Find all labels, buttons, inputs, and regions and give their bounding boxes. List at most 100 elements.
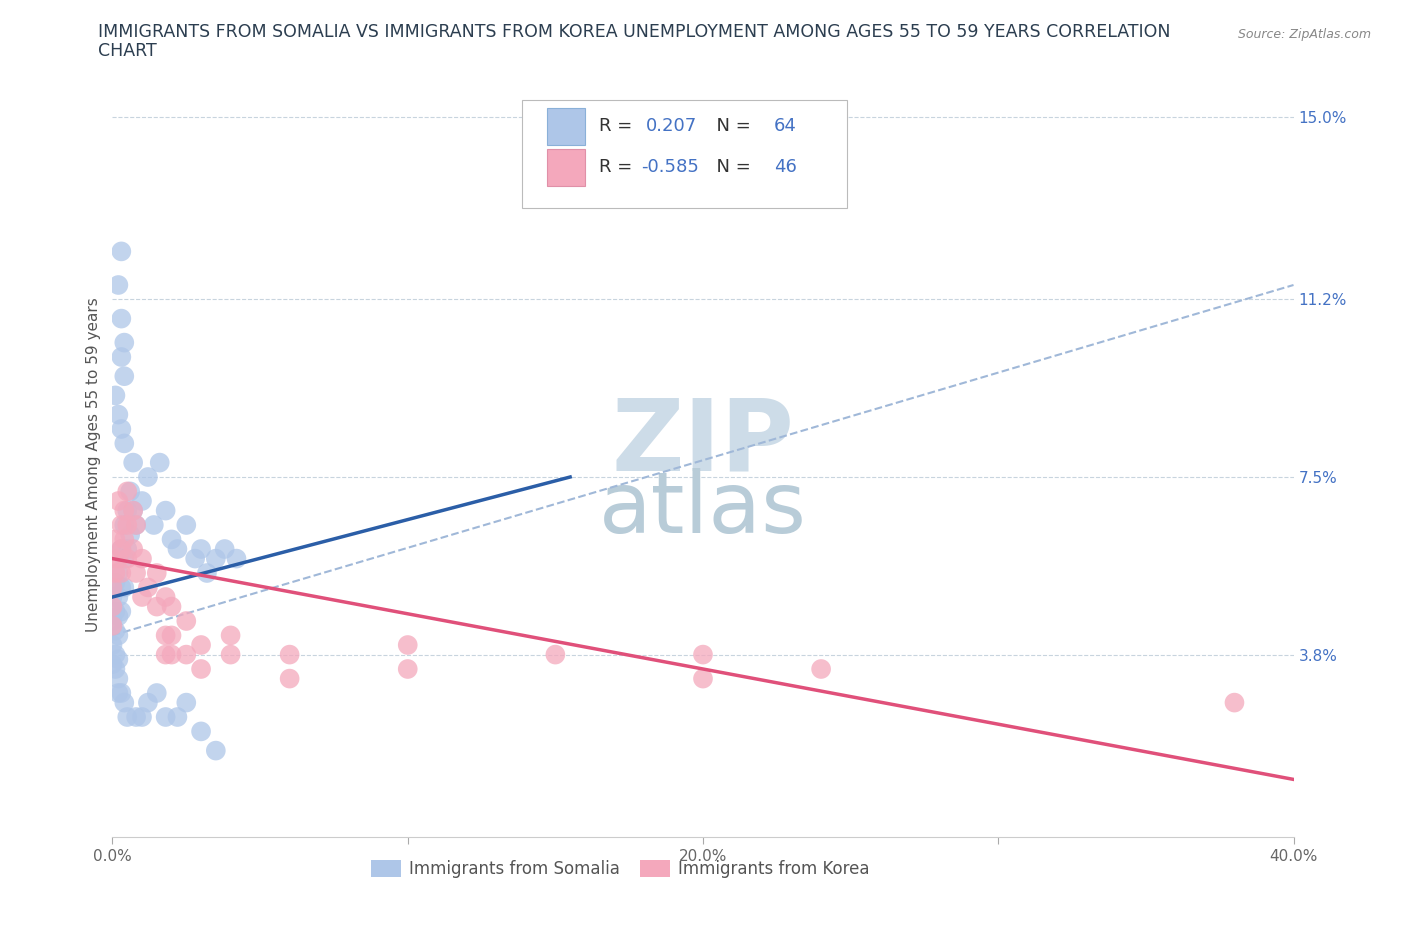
- Point: [107, 565, 129, 580]
- Point: [112, 695, 135, 710]
- Point: [219, 647, 242, 662]
- Point: [110, 580, 132, 595]
- Text: 64: 64: [773, 117, 797, 136]
- Point: [110, 350, 132, 365]
- Point: [160, 599, 183, 614]
- Point: [112, 551, 135, 566]
- Point: [125, 710, 148, 724]
- Point: [205, 551, 228, 566]
- Point: [107, 407, 129, 422]
- Point: [146, 685, 169, 700]
- Point: [104, 604, 127, 618]
- Point: [125, 518, 148, 533]
- Point: [112, 335, 135, 350]
- Point: [149, 455, 172, 470]
- Point: [112, 518, 135, 533]
- Point: [125, 518, 148, 533]
- Point: [110, 244, 132, 259]
- Point: [1223, 695, 1246, 710]
- Point: [160, 647, 183, 662]
- Point: [107, 628, 129, 643]
- Text: IMMIGRANTS FROM SOMALIA VS IMMIGRANTS FROM KOREA UNEMPLOYMENT AMONG AGES 55 TO 5: IMMIGRANTS FROM SOMALIA VS IMMIGRANTS FR…: [98, 23, 1171, 41]
- Point: [544, 647, 567, 662]
- Point: [125, 565, 148, 580]
- Point: [101, 551, 124, 566]
- Point: [136, 580, 159, 595]
- Point: [131, 494, 153, 509]
- Text: CHART: CHART: [98, 42, 157, 60]
- Point: [166, 710, 188, 724]
- Point: [101, 618, 124, 633]
- Point: [142, 518, 165, 533]
- Point: [110, 565, 132, 580]
- Point: [101, 580, 124, 595]
- Point: [104, 575, 127, 590]
- Legend: Immigrants from Somalia, Immigrants from Korea: Immigrants from Somalia, Immigrants from…: [364, 853, 876, 884]
- Point: [122, 455, 145, 470]
- Point: [155, 628, 177, 643]
- FancyBboxPatch shape: [547, 108, 585, 145]
- Point: [278, 647, 301, 662]
- Point: [117, 541, 138, 556]
- Point: [160, 628, 183, 643]
- Point: [160, 532, 183, 547]
- Text: N =: N =: [706, 158, 756, 177]
- Point: [810, 661, 832, 676]
- Text: 46: 46: [773, 158, 797, 177]
- Y-axis label: Unemployment Among Ages 55 to 59 years: Unemployment Among Ages 55 to 59 years: [86, 298, 101, 632]
- Point: [110, 421, 132, 436]
- Point: [120, 484, 142, 498]
- Point: [131, 590, 153, 604]
- Point: [184, 551, 207, 566]
- Point: [174, 695, 197, 710]
- Point: [112, 436, 135, 451]
- Text: 0.207: 0.207: [647, 117, 697, 136]
- Point: [101, 657, 124, 671]
- Point: [112, 532, 135, 547]
- Point: [122, 503, 145, 518]
- Point: [174, 518, 197, 533]
- Point: [190, 541, 212, 556]
- Point: [112, 580, 135, 595]
- Point: [155, 710, 177, 724]
- Point: [190, 724, 212, 738]
- Point: [112, 503, 135, 518]
- Point: [155, 503, 177, 518]
- Point: [110, 518, 132, 533]
- Point: [205, 743, 228, 758]
- Point: [146, 565, 169, 580]
- Point: [155, 590, 177, 604]
- Point: [692, 671, 714, 686]
- Point: [104, 532, 127, 547]
- Point: [110, 604, 132, 618]
- Point: [101, 638, 124, 653]
- Point: [107, 652, 129, 667]
- Point: [396, 638, 419, 653]
- Point: [117, 710, 138, 724]
- Text: Source: ZipAtlas.com: Source: ZipAtlas.com: [1237, 28, 1371, 41]
- Text: R =: R =: [599, 117, 638, 136]
- FancyBboxPatch shape: [522, 100, 846, 208]
- Point: [101, 599, 124, 614]
- Point: [101, 614, 124, 629]
- Point: [107, 609, 129, 624]
- Point: [107, 671, 129, 686]
- Point: [110, 685, 132, 700]
- Point: [131, 710, 153, 724]
- Point: [107, 277, 129, 292]
- Point: [107, 494, 129, 509]
- Point: [104, 388, 127, 403]
- Point: [174, 647, 197, 662]
- Point: [117, 518, 138, 533]
- Point: [155, 647, 177, 662]
- Point: [131, 551, 153, 566]
- Point: [120, 527, 142, 542]
- Point: [117, 551, 138, 566]
- Text: -0.585: -0.585: [641, 158, 699, 177]
- Point: [174, 614, 197, 629]
- Point: [136, 470, 159, 485]
- Text: ZIP: ZIP: [612, 394, 794, 491]
- Point: [278, 671, 301, 686]
- Point: [110, 541, 132, 556]
- Point: [117, 484, 138, 498]
